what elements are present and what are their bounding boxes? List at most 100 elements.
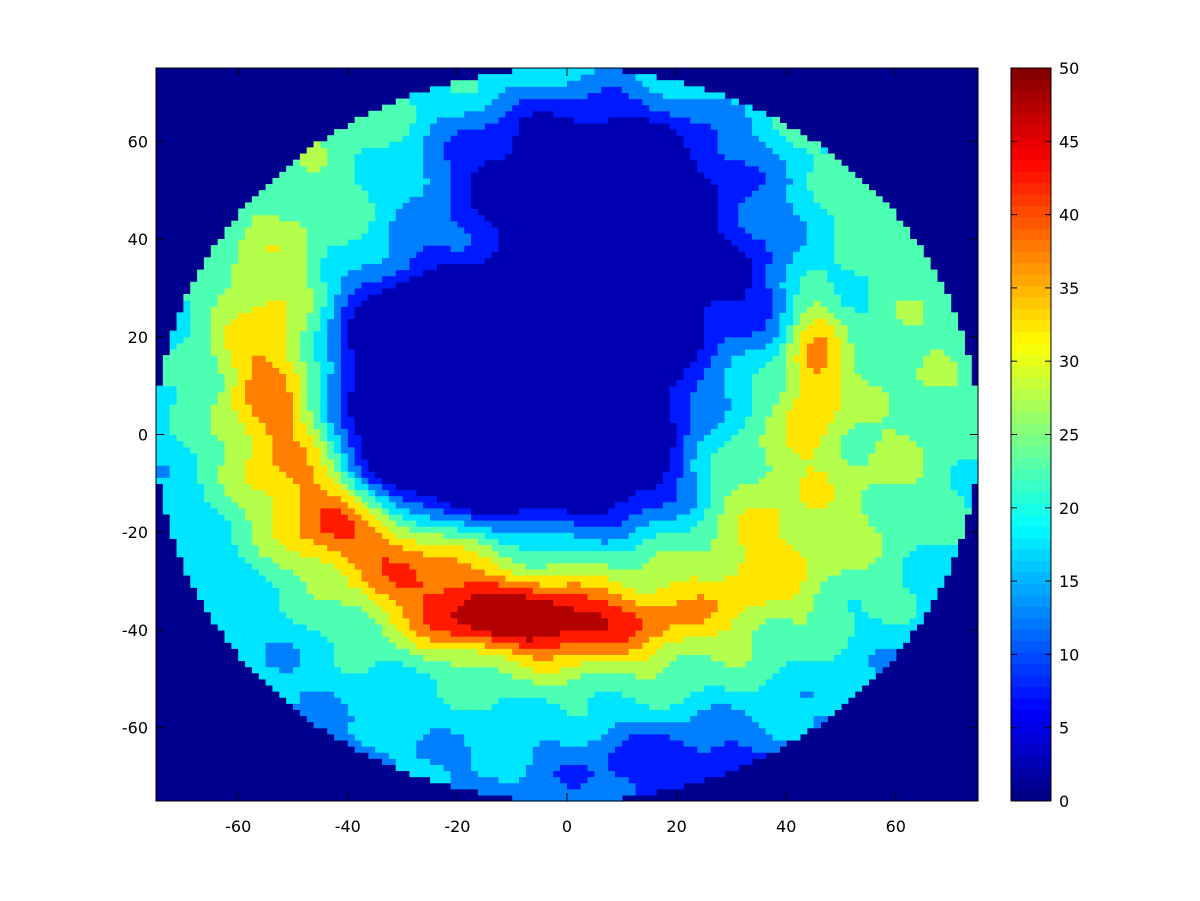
field-cell [306,666,315,674]
field-cell [505,587,513,594]
field-cell [443,611,452,619]
field-cell [457,752,465,759]
field-cell [498,245,506,252]
field-cell [313,660,321,668]
field-cell [361,574,369,582]
field-cell [409,672,417,680]
field-cell [306,165,315,173]
field-cell [450,764,458,772]
field-cell [299,208,308,216]
field-cell [217,373,226,381]
field-cell [416,556,424,564]
field-cell [464,544,472,552]
field-cell [327,269,335,277]
field-cell [347,691,356,698]
field-cell [388,257,397,265]
field-cell [299,355,308,362]
field-cell [443,483,452,491]
field-cell [334,251,342,258]
field-cell [210,452,219,460]
field-cell [382,294,390,301]
field-cell [238,544,246,552]
field-cell [471,666,479,674]
field-cell [169,507,178,515]
field-cell [327,367,335,375]
field-cell [327,135,335,142]
field-cell [450,513,458,521]
field-cell [354,287,363,295]
field-cell [382,568,390,576]
field-cell [450,300,458,307]
field-cell [231,330,239,338]
field-cell [245,208,253,216]
field-cell [375,593,383,601]
field-cell [416,764,424,772]
field-cell [183,324,191,332]
field-cell [217,391,226,399]
field-cell [505,581,513,588]
field-cell [464,208,472,216]
field-cell [265,385,274,393]
field-cell [299,263,308,271]
field-cell [402,257,411,265]
field-cell [217,269,226,277]
field-cell [217,465,226,472]
field-cell [519,477,527,484]
field-cell [388,385,397,393]
field-cell [519,159,527,167]
field-cell [512,385,520,393]
field-cell [423,764,431,772]
field-cell [484,483,493,491]
field-cell [436,654,445,662]
field-cell [217,550,226,558]
field-cell [251,513,260,521]
field-cell [388,348,397,356]
field-cell [450,391,458,399]
field-cell [477,336,486,344]
field-cell [245,617,253,625]
field-cell [519,330,527,338]
field-cell [169,495,178,503]
field-cell [484,678,493,686]
field-cell [388,654,397,662]
field-cell [347,703,356,710]
field-cell [457,397,465,405]
field-cell [258,312,267,320]
field-cell [306,342,315,350]
field-cell [183,300,191,307]
field-cell [306,184,315,191]
field-cell [464,623,472,631]
field-cell [409,739,417,747]
field-cell [430,739,438,747]
field-cell [395,135,404,142]
field-cell [409,507,417,515]
field-cell [203,526,212,533]
field-cell [498,562,506,570]
field-cell [238,428,246,436]
field-cell [491,122,500,130]
field-cell [224,355,232,362]
field-cell [525,550,534,558]
field-cell [224,452,232,460]
field-cell [491,452,500,460]
field-cell [450,116,458,124]
field-cell [464,86,472,94]
field-cell [409,556,417,564]
field-cell [450,672,458,680]
field-cell [224,257,232,265]
field-cell [395,116,404,124]
field-cell [203,342,212,350]
field-cell [217,489,226,497]
field-cell [457,605,465,613]
field-cell [361,416,369,423]
field-cell [320,403,328,411]
field-cell [395,385,404,393]
field-cell [484,550,493,558]
field-cell [217,513,226,521]
field-cell [251,648,260,655]
field-cell [443,165,452,173]
field-cell [505,239,513,246]
field-cell [299,495,308,503]
field-cell [395,709,404,717]
field-cell [477,788,486,796]
